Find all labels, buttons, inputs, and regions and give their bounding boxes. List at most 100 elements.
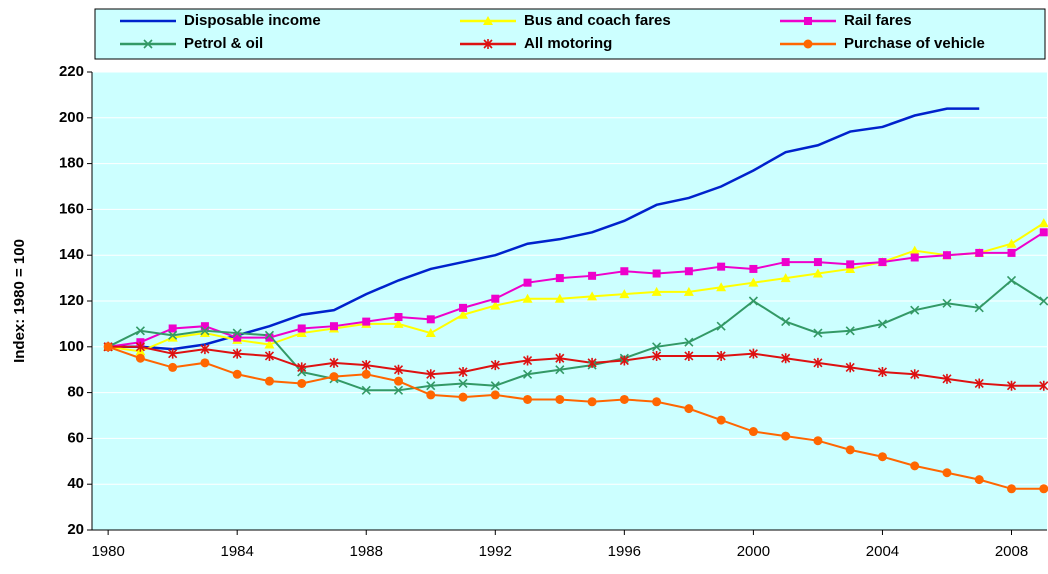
marker [910, 253, 919, 262]
marker [587, 397, 597, 407]
marker [1006, 238, 1017, 248]
marker [619, 355, 629, 366]
x-tick-label: 2004 [866, 543, 899, 560]
marker [684, 404, 694, 414]
marker [652, 342, 662, 352]
marker [1039, 228, 1048, 237]
marker [168, 348, 178, 359]
marker [588, 271, 597, 280]
series-line [107, 345, 1044, 490]
marker [458, 392, 468, 402]
y-tick-label: 80 [67, 384, 84, 401]
marker [1007, 484, 1017, 494]
marker [748, 348, 758, 359]
marker [426, 315, 435, 324]
series-line [107, 279, 1045, 392]
marker [748, 427, 758, 437]
y-tick-label: 100 [59, 338, 84, 355]
marker [167, 332, 178, 342]
marker [1038, 218, 1048, 228]
marker [523, 394, 533, 404]
y-tick-label: 140 [59, 246, 84, 263]
marker [587, 291, 598, 301]
marker [878, 258, 887, 267]
marker [1007, 248, 1016, 257]
marker [910, 461, 920, 471]
marker [975, 248, 984, 257]
marker [459, 303, 468, 312]
marker [684, 350, 694, 361]
marker [813, 328, 823, 338]
marker [877, 366, 888, 377]
marker [490, 300, 501, 310]
marker [168, 324, 177, 333]
series-line [108, 345, 1044, 387]
marker [846, 260, 855, 269]
marker [683, 286, 694, 296]
marker [393, 385, 404, 395]
x-tick-label: 1988 [350, 543, 383, 560]
marker [684, 267, 693, 276]
marker [522, 369, 533, 379]
marker [232, 348, 242, 359]
marker [394, 313, 403, 322]
marker [748, 277, 759, 287]
legend-label: Bus and coach fares [524, 12, 671, 29]
marker [393, 364, 404, 375]
marker [803, 39, 813, 49]
marker [425, 328, 436, 338]
marker [143, 39, 153, 49]
marker [974, 475, 984, 485]
marker [942, 373, 952, 384]
marker [781, 258, 790, 267]
marker [652, 269, 661, 278]
legend [94, 8, 1046, 60]
marker [974, 303, 984, 313]
y-tick-label: 160 [59, 200, 84, 217]
marker [297, 378, 307, 388]
marker [264, 339, 275, 349]
marker [1006, 380, 1017, 391]
marker [490, 360, 500, 371]
marker [781, 317, 791, 327]
marker [652, 350, 662, 361]
marker [813, 258, 822, 267]
marker [233, 333, 242, 342]
marker [974, 378, 984, 389]
marker [1039, 380, 1048, 391]
marker [103, 342, 113, 352]
marker [329, 357, 339, 368]
series-line [107, 231, 1045, 348]
marker [265, 333, 274, 342]
marker [555, 353, 565, 364]
x-tick-label: 1984 [220, 543, 253, 560]
marker [490, 390, 500, 400]
marker [716, 350, 726, 361]
marker [554, 293, 565, 303]
marker [813, 357, 823, 368]
marker [199, 328, 210, 338]
marker [361, 369, 371, 379]
marker [264, 330, 275, 340]
marker [483, 39, 493, 49]
marker [426, 381, 436, 391]
marker [135, 341, 145, 352]
marker [749, 264, 758, 273]
marker [200, 358, 210, 368]
marker [168, 330, 178, 340]
marker [426, 369, 436, 380]
marker [200, 344, 210, 355]
marker [587, 357, 597, 368]
marker [716, 282, 727, 292]
marker [845, 326, 855, 336]
marker [458, 378, 468, 389]
marker [491, 294, 500, 303]
marker [652, 397, 662, 407]
marker [490, 381, 500, 391]
x-tick-label: 1992 [479, 543, 512, 560]
marker [393, 318, 404, 328]
y-tick-label: 60 [67, 429, 84, 446]
y-tick-label: 20 [67, 521, 84, 538]
x-tick-label: 1980 [91, 543, 124, 560]
